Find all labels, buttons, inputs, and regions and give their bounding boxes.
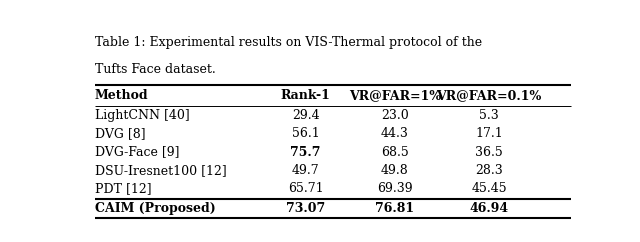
Text: DSU-Iresnet100 [12]: DSU-Iresnet100 [12] bbox=[95, 164, 227, 177]
Text: 44.3: 44.3 bbox=[381, 127, 409, 140]
Text: DVG [8]: DVG [8] bbox=[95, 127, 145, 140]
Text: VR@FAR=0.1%: VR@FAR=0.1% bbox=[436, 89, 542, 102]
Text: 65.71: 65.71 bbox=[288, 182, 323, 195]
Text: Tufts Face dataset.: Tufts Face dataset. bbox=[95, 63, 216, 76]
Text: 56.1: 56.1 bbox=[292, 127, 319, 140]
Text: Method: Method bbox=[95, 89, 148, 102]
Text: Rank-1: Rank-1 bbox=[281, 89, 331, 102]
Text: Table 1: Experimental results on VIS-Thermal protocol of the: Table 1: Experimental results on VIS-The… bbox=[95, 37, 482, 50]
Text: PDT [12]: PDT [12] bbox=[95, 182, 152, 195]
Text: 75.7: 75.7 bbox=[291, 145, 321, 159]
Text: DVG-Face [9]: DVG-Face [9] bbox=[95, 145, 179, 159]
Text: 17.1: 17.1 bbox=[476, 127, 503, 140]
Text: 45.45: 45.45 bbox=[472, 182, 507, 195]
Text: 29.4: 29.4 bbox=[292, 109, 319, 122]
Text: 46.94: 46.94 bbox=[470, 202, 509, 215]
Text: 69.39: 69.39 bbox=[377, 182, 413, 195]
Text: 36.5: 36.5 bbox=[476, 145, 503, 159]
Text: LightCNN [40]: LightCNN [40] bbox=[95, 109, 189, 122]
Text: 73.07: 73.07 bbox=[286, 202, 325, 215]
Text: 76.81: 76.81 bbox=[376, 202, 415, 215]
Text: 49.8: 49.8 bbox=[381, 164, 409, 177]
Text: 49.7: 49.7 bbox=[292, 164, 319, 177]
Text: VR@FAR=1%: VR@FAR=1% bbox=[349, 89, 441, 102]
Text: 5.3: 5.3 bbox=[479, 109, 499, 122]
Text: 23.0: 23.0 bbox=[381, 109, 409, 122]
Text: 28.3: 28.3 bbox=[476, 164, 503, 177]
Text: 68.5: 68.5 bbox=[381, 145, 409, 159]
Text: CAIM (Proposed): CAIM (Proposed) bbox=[95, 202, 216, 215]
